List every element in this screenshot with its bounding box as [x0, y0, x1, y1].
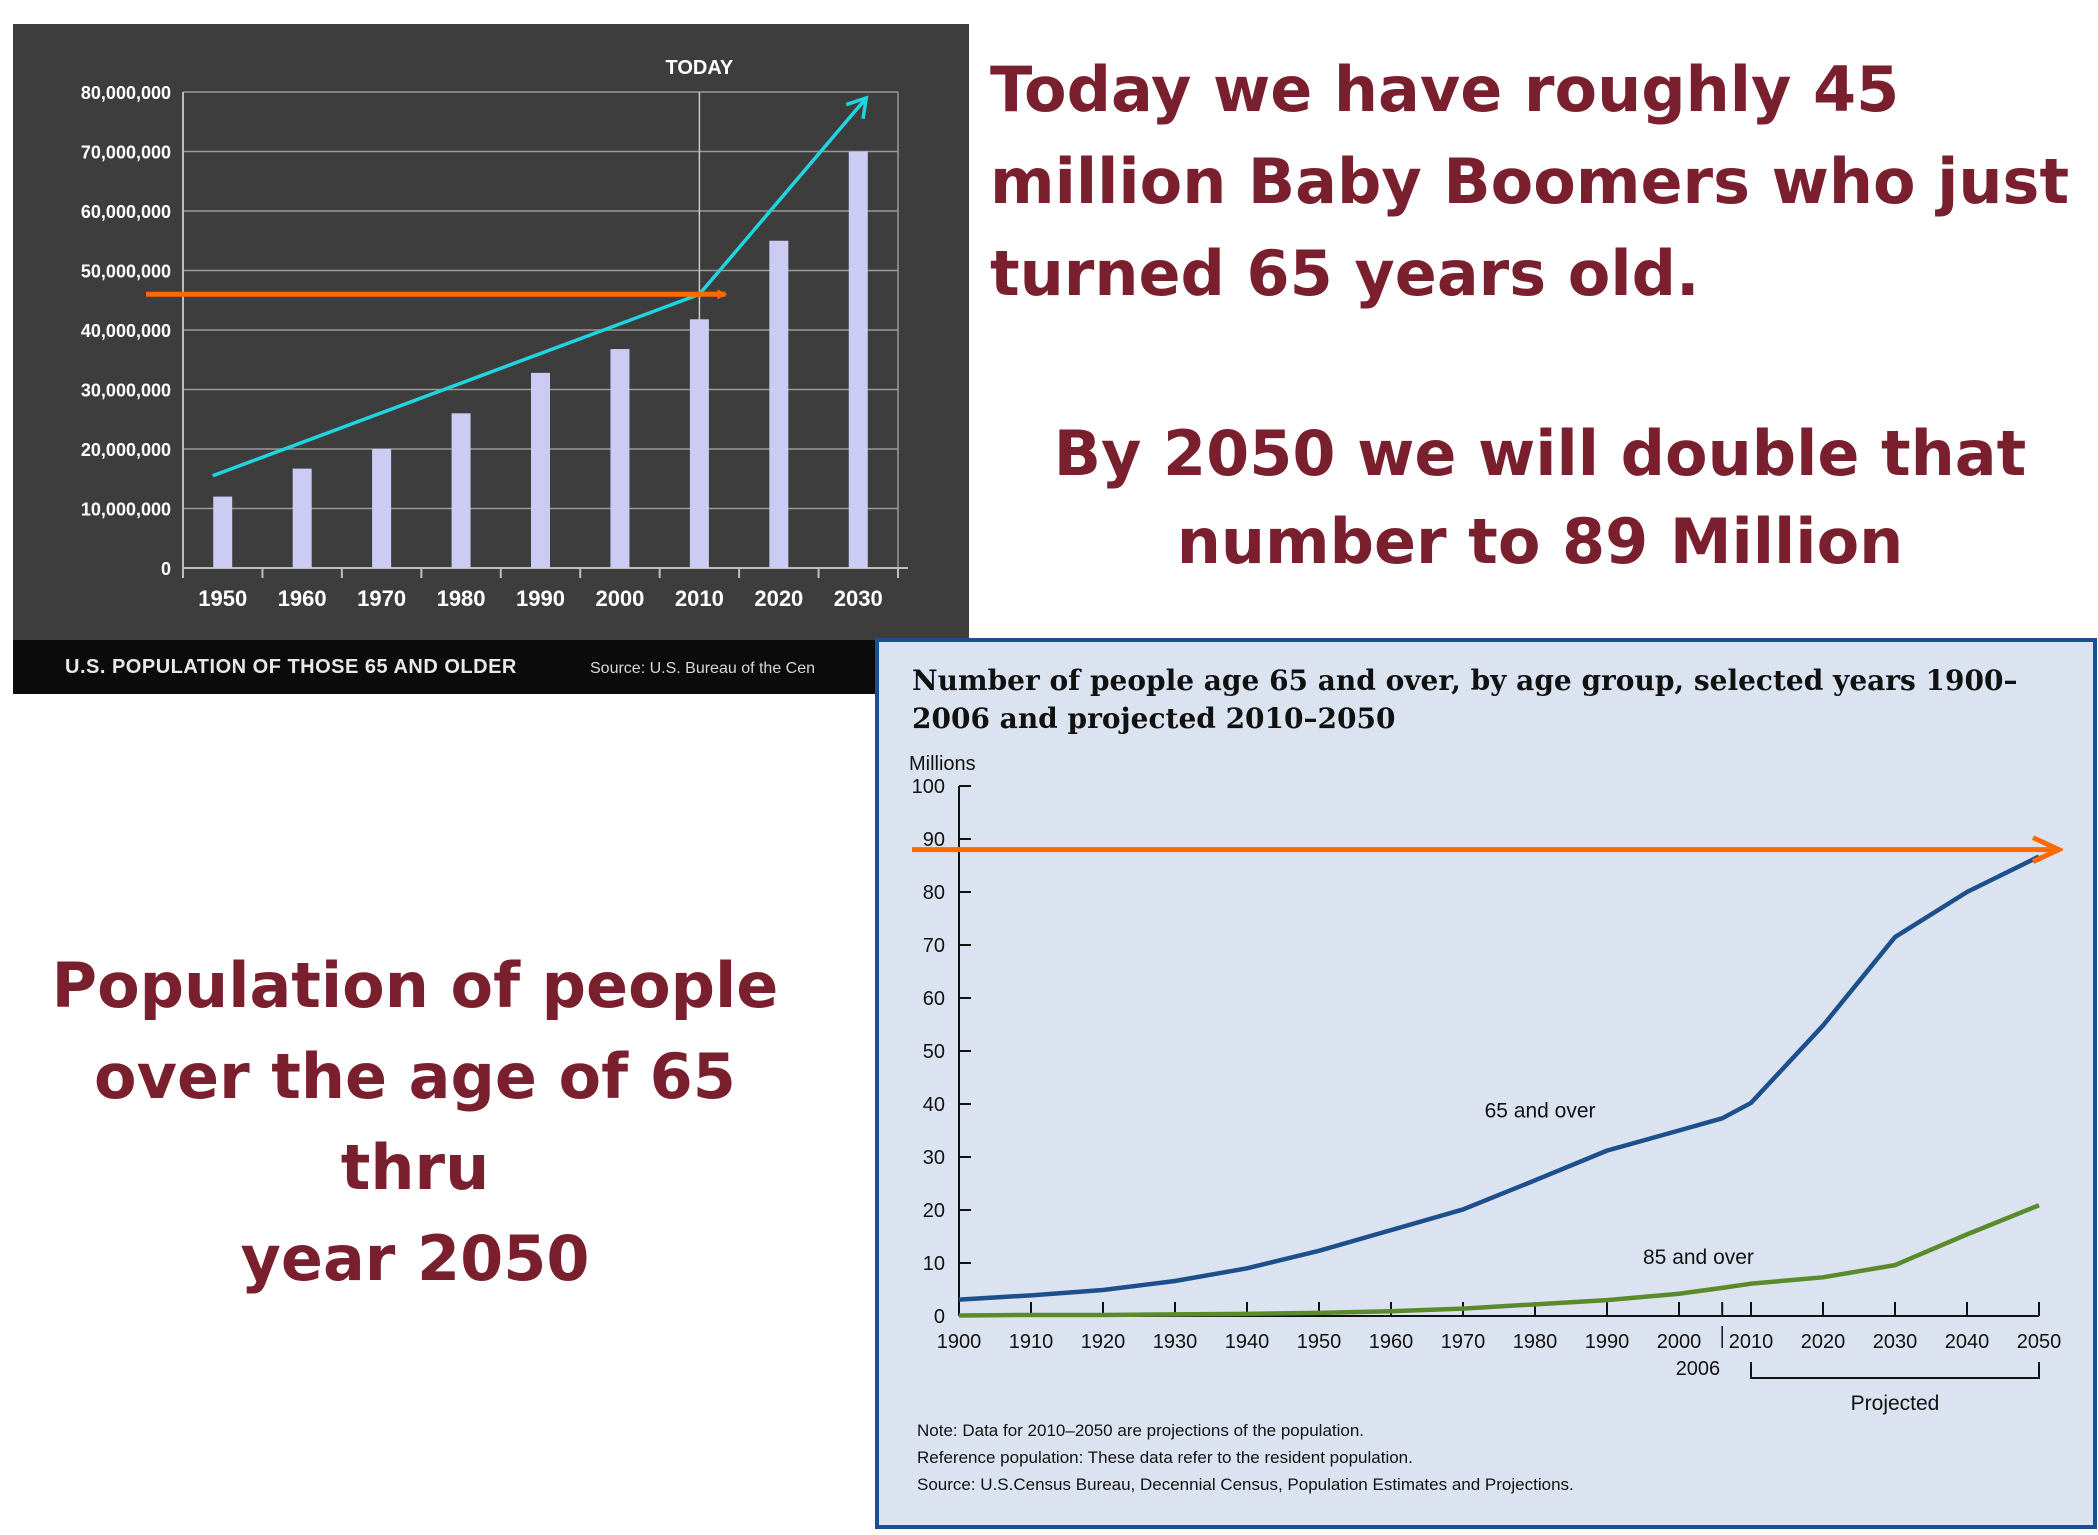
bar-chart-ytick-label: 0: [161, 559, 171, 579]
bar-chart-xtick-label: 1970: [357, 586, 406, 611]
bar-chart-ytick-label: 20,000,000: [81, 440, 171, 460]
bar-chart-xtick-label: 1950: [198, 586, 247, 611]
headline-line: over the age of 65 thru: [94, 1040, 736, 1204]
age-group-line-chart: Millions 0 10 20 30 40 50 60 70 80 90 100 1900 1910 19…: [875, 638, 2097, 1529]
line-chart-xtick-label: 2000: [1657, 1331, 1702, 1353]
headline-line: Population of people: [51, 949, 779, 1022]
bar-chart-xtick-label: 2000: [595, 586, 644, 611]
line-chart-ytick-label: 90: [923, 829, 945, 851]
bar-chart-title: U.S. POPULATION OF THOSE 65 AND OLDER: [65, 656, 517, 678]
bar-chart-xtick-label: 2020: [754, 586, 803, 611]
series-line-85-and-over: [958, 1203, 2040, 1318]
line-chart-xtick-label: 2010: [1729, 1331, 1774, 1353]
bar-chart-xtick-label: 1980: [437, 586, 486, 611]
series-label-65-and-over: 65 and over: [1485, 1099, 1596, 1122]
line-chart-xtick-label: 2050: [2017, 1331, 2062, 1353]
headline-line: turned 65 years old.: [990, 237, 1700, 310]
line-chart-ytick-label: 20: [923, 1200, 945, 1222]
series-line-65-and-over: [958, 854, 2040, 1302]
bar-chart-xtick-label: 1960: [278, 586, 327, 611]
bar-chart-ytick-label: 50,000,000: [81, 262, 171, 282]
line-chart-xtick-label: 1960: [1369, 1331, 1414, 1353]
bar-chart-plot: 0 10,000,000 20,000,000 30,000,000 40,000,00…: [81, 57, 908, 611]
line-chart-xtick-label: 1970: [1441, 1331, 1486, 1353]
line-chart-xtick-label: 1980: [1513, 1331, 1558, 1353]
bar-1980: [451, 413, 471, 568]
line-chart-ytick-label: 0: [934, 1306, 945, 1328]
headline-population-65: Population of people over the age of 65 …: [20, 940, 810, 1304]
line-chart-xtick-label: 1910: [1009, 1331, 1054, 1353]
line-chart-ytick-label: 30: [923, 1147, 945, 1169]
line-chart-xtick-label: 1950: [1297, 1331, 1342, 1353]
line-chart-ytick-label: 10: [923, 1253, 945, 1275]
line-chart-xtick-label: 1900: [937, 1331, 982, 1353]
line-chart-xtick-label: 1990: [1585, 1331, 1630, 1353]
line-chart-xtick-label: 1930: [1153, 1331, 1198, 1353]
headline-line: number to 89 Million: [1176, 505, 1904, 578]
population-bar-chart: 0 10,000,000 20,000,000 30,000,000 40,000,00…: [13, 24, 969, 694]
bar-2000: [610, 349, 630, 568]
line-chart-title: Number of people age 65 and over, by age…: [912, 664, 2018, 735]
projected-label: Projected: [1851, 1392, 1940, 1415]
bar-1970: [372, 449, 392, 568]
bar-1960: [292, 468, 312, 568]
headline-baby-boomers: Today we have roughly 45 million Baby Bo…: [990, 44, 2080, 320]
line-chart-xtick-label: 1940: [1225, 1331, 1270, 1353]
bar-chart-xtick-label: 1990: [516, 586, 565, 611]
bar-chart-xtick-label: 2030: [834, 586, 883, 611]
bar-chart-source: Source: U.S. Bureau of the Cen: [590, 660, 816, 677]
line-chart-ytick-label: 50: [923, 1041, 945, 1063]
line-chart-xtick-label: 2030: [1873, 1331, 1918, 1353]
bar-chart-ytick-label: 70,000,000: [81, 143, 171, 163]
line-chart-ytick-label: 60: [923, 988, 945, 1010]
line-chart-ytick-label: 80: [923, 882, 945, 904]
line-chart-note: Reference population: These data refer t…: [917, 1448, 1413, 1467]
headline-line: year 2050: [240, 1222, 590, 1295]
today-marker-label: TODAY: [665, 57, 733, 79]
bar-chart-footer: U.S. POPULATION OF THOSE 65 AND OLDER So…: [13, 640, 969, 694]
projected-bracket: [1750, 1362, 2040, 1379]
bar-chart-ytick-label: 60,000,000: [81, 202, 171, 222]
line-chart-ylabel: Millions: [909, 753, 976, 775]
line-chart-note: Note: Data for 2010–2050 are projections…: [917, 1421, 1365, 1440]
line-chart-ytick-label: 40: [923, 1094, 945, 1116]
bar-chart-ytick-label: 80,000,000: [81, 83, 171, 103]
bar-1950: [213, 496, 233, 568]
line-chart-ytick-label: 100: [912, 776, 945, 798]
bar-chart-ytick-label: 30,000,000: [81, 381, 171, 401]
bar-1990: [531, 372, 550, 568]
bar-2030: [848, 151, 868, 568]
bar-chart-ytick-label: 40,000,000: [81, 321, 171, 341]
headline-line: By 2050 we will double that: [1053, 417, 2027, 490]
bar-2020: [769, 240, 789, 568]
bar-2010: [689, 319, 709, 568]
line-chart-xtick-label: 2020: [1801, 1331, 1846, 1353]
series-label-85-and-over: 85 and over: [1643, 1246, 1754, 1269]
bar-chart-xtick-label: 2010: [675, 586, 724, 611]
line-chart-xtick-label: 1920: [1081, 1331, 1126, 1353]
line-chart-xtick-label: 2040: [1945, 1331, 1990, 1353]
line-chart-ytick-label: 70: [923, 935, 945, 957]
line-chart-note: Source: U.S.Census Bureau, Decennial Cen…: [917, 1475, 1574, 1494]
headline-double-2050: By 2050 we will double that number to 89…: [1020, 410, 2060, 586]
bar-chart-ytick-label: 10,000,000: [81, 500, 171, 520]
line-chart-xtick-label-2006: 2006: [1676, 1358, 1721, 1380]
headline-line: million Baby Boomers who just: [990, 145, 2070, 218]
headline-line: Today we have roughly 45: [990, 53, 1900, 126]
